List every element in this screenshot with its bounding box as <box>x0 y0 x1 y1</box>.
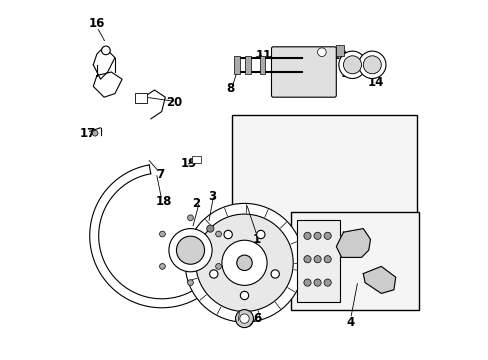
Circle shape <box>159 264 165 269</box>
Text: 1: 1 <box>252 233 261 246</box>
Circle shape <box>92 130 98 136</box>
Text: 15: 15 <box>340 67 356 80</box>
Text: 9: 9 <box>272 58 281 71</box>
Circle shape <box>317 48 325 57</box>
Bar <box>336 45 344 56</box>
Circle shape <box>185 203 303 322</box>
Text: 20: 20 <box>166 96 182 109</box>
Circle shape <box>102 46 110 55</box>
Circle shape <box>338 51 366 78</box>
Circle shape <box>303 279 310 286</box>
Circle shape <box>239 314 249 323</box>
Text: 17: 17 <box>80 127 96 140</box>
Circle shape <box>303 256 310 263</box>
Bar <box>134 93 147 103</box>
Circle shape <box>240 291 248 300</box>
Circle shape <box>176 236 204 264</box>
Text: 6: 6 <box>252 312 261 325</box>
Circle shape <box>313 232 321 239</box>
Text: 19: 19 <box>180 157 197 170</box>
Circle shape <box>324 232 330 239</box>
Circle shape <box>343 56 361 74</box>
Polygon shape <box>336 229 370 257</box>
Circle shape <box>313 279 321 286</box>
Circle shape <box>209 270 218 278</box>
Text: 10: 10 <box>272 49 288 62</box>
Circle shape <box>313 256 321 263</box>
Circle shape <box>236 255 252 270</box>
Circle shape <box>256 230 264 239</box>
Circle shape <box>324 256 330 263</box>
Text: 8: 8 <box>225 82 234 95</box>
Circle shape <box>195 214 293 311</box>
Text: 18: 18 <box>155 195 171 208</box>
Text: 13: 13 <box>311 49 327 62</box>
Text: 5: 5 <box>313 283 322 296</box>
Circle shape <box>168 229 212 272</box>
Text: 7: 7 <box>156 168 163 181</box>
Polygon shape <box>363 266 395 293</box>
FancyBboxPatch shape <box>271 47 336 97</box>
Circle shape <box>363 56 381 74</box>
Text: 3: 3 <box>207 190 216 203</box>
Text: 12: 12 <box>331 49 347 62</box>
Bar <box>231 115 416 225</box>
Bar <box>259 56 265 74</box>
Circle shape <box>215 231 221 237</box>
Circle shape <box>224 230 232 239</box>
Circle shape <box>324 279 330 286</box>
Text: 2: 2 <box>191 197 200 210</box>
Bar <box>296 220 339 302</box>
Text: 16: 16 <box>88 17 105 30</box>
Circle shape <box>270 270 279 278</box>
Circle shape <box>215 264 221 269</box>
Circle shape <box>187 215 193 221</box>
Bar <box>291 212 418 310</box>
Circle shape <box>159 231 165 237</box>
Circle shape <box>235 310 253 328</box>
Bar <box>244 56 250 74</box>
Circle shape <box>303 232 310 239</box>
Bar <box>234 56 240 74</box>
Text: 14: 14 <box>367 76 383 89</box>
Bar <box>192 156 201 163</box>
Text: 4: 4 <box>346 316 354 329</box>
Circle shape <box>206 225 213 232</box>
Circle shape <box>187 280 193 285</box>
Text: 11: 11 <box>256 49 272 62</box>
Circle shape <box>222 240 266 285</box>
Circle shape <box>358 51 385 78</box>
